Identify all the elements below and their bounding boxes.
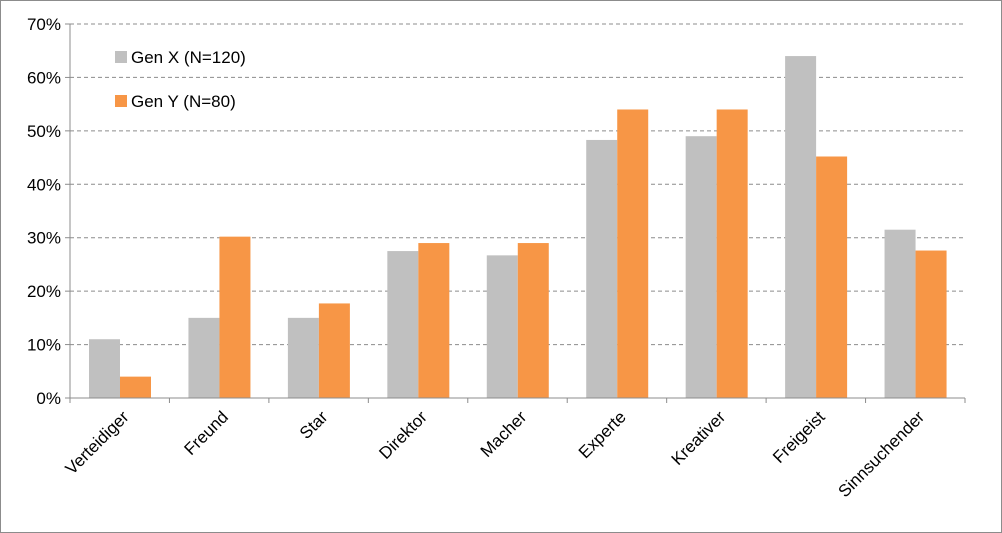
bar-gen-x (287, 317, 319, 398)
bar-gen-x (89, 339, 120, 398)
y-tick-label: 0% (36, 389, 61, 408)
bar-gen-y (617, 109, 649, 398)
bar-gen-x (586, 139, 618, 398)
bar-gen-x (387, 251, 419, 398)
x-category-label: Sinnsuchender (834, 407, 928, 501)
y-tick-label: 50% (27, 122, 61, 141)
bar-gen-y (517, 243, 549, 398)
y-tick-label: 20% (27, 282, 61, 301)
y-tick-label: 10% (27, 336, 61, 355)
bar-gen-y (318, 303, 350, 398)
y-tick-label: 70% (27, 15, 61, 34)
y-tick-label: 60% (27, 68, 61, 87)
y-tick-label: 30% (27, 229, 61, 248)
x-category-label: Star (296, 407, 332, 443)
bars (89, 56, 947, 399)
bar-gen-x (188, 317, 220, 398)
legend-swatch (115, 51, 127, 63)
legend-label: Gen X (N=120) (131, 48, 246, 67)
y-axis-ticks: 0% 10% 20% 30% 40% 50% 60% 70% (27, 15, 70, 408)
x-category-label: Freund (180, 407, 232, 459)
axes (69, 24, 966, 403)
bar-gen-x (785, 56, 817, 399)
x-category-label: Experte (575, 407, 630, 462)
x-axis-labels: Verteidiger Freund Star Direktor Macher Exper… (62, 407, 929, 501)
bar-gen-y (120, 376, 151, 398)
bar-gen-y (915, 250, 947, 398)
legend-swatch (115, 95, 127, 107)
x-category-label: Kreativer (668, 407, 730, 469)
x-category-label: Freigeist (769, 407, 829, 467)
bar-gen-x (884, 229, 916, 398)
x-category-label: Direktor (375, 407, 431, 463)
bar-gen-y (816, 156, 848, 398)
legend: Gen X (N=120) Gen Y (N=80) (115, 48, 246, 111)
bar-gen-x (685, 136, 717, 398)
x-category-label: Verteidiger (62, 407, 133, 478)
bar-gen-y (219, 236, 251, 398)
x-category-label: Macher (477, 407, 531, 461)
y-tick-label: 40% (27, 175, 61, 194)
bar-gen-y (418, 243, 450, 398)
bar-gen-y (716, 109, 748, 398)
bar-gen-x (486, 255, 518, 398)
legend-label: Gen Y (N=80) (131, 92, 236, 111)
